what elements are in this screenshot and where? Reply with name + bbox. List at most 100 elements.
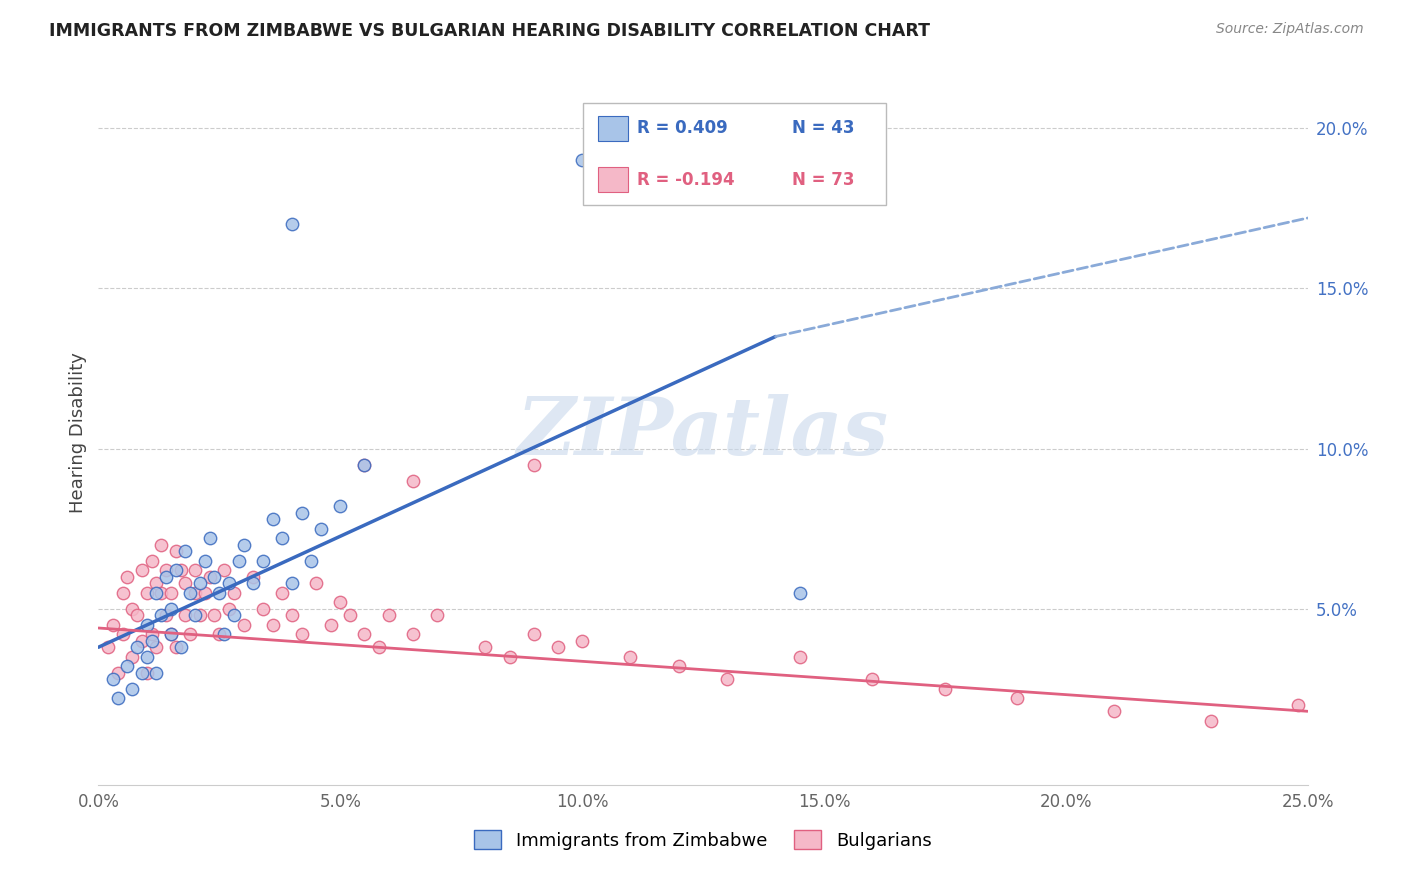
Text: N = 43: N = 43 bbox=[792, 120, 853, 137]
Point bbox=[184, 586, 207, 600]
Point bbox=[789, 649, 811, 664]
Point bbox=[135, 617, 157, 632]
Point bbox=[135, 649, 157, 664]
Point bbox=[135, 665, 157, 680]
Point bbox=[174, 576, 197, 591]
Text: Source: ZipAtlas.com: Source: ZipAtlas.com bbox=[1216, 22, 1364, 37]
Point bbox=[179, 627, 201, 641]
Point bbox=[169, 640, 191, 655]
Point bbox=[194, 586, 217, 600]
Point bbox=[262, 617, 284, 632]
Point bbox=[571, 633, 593, 648]
Point bbox=[523, 627, 546, 641]
Point bbox=[208, 586, 231, 600]
Point bbox=[228, 554, 250, 568]
Point bbox=[329, 500, 352, 514]
Point bbox=[619, 649, 641, 664]
Point bbox=[160, 627, 183, 641]
Point bbox=[169, 563, 191, 577]
Point bbox=[474, 640, 496, 655]
Point bbox=[145, 665, 167, 680]
Point bbox=[174, 608, 197, 623]
Point bbox=[204, 608, 226, 623]
Point bbox=[179, 586, 201, 600]
Point bbox=[150, 538, 173, 552]
Text: N = 73: N = 73 bbox=[792, 170, 853, 188]
Point bbox=[101, 673, 124, 687]
Point bbox=[353, 627, 375, 641]
Point bbox=[1007, 691, 1029, 706]
Point bbox=[184, 608, 207, 623]
Point bbox=[131, 563, 153, 577]
Point bbox=[141, 627, 163, 641]
Point bbox=[160, 601, 183, 615]
Point bbox=[353, 458, 375, 472]
Point bbox=[523, 458, 546, 472]
Point bbox=[222, 608, 245, 623]
Point bbox=[127, 608, 149, 623]
Y-axis label: Hearing Disability: Hearing Disability bbox=[69, 352, 87, 513]
Point bbox=[135, 586, 157, 600]
Text: R = 0.409: R = 0.409 bbox=[637, 120, 728, 137]
Point bbox=[329, 595, 352, 609]
Point bbox=[218, 576, 240, 591]
Point bbox=[402, 474, 425, 488]
Point bbox=[668, 659, 690, 673]
Point bbox=[155, 570, 177, 584]
Point bbox=[160, 586, 183, 600]
Point bbox=[212, 563, 235, 577]
Point bbox=[212, 627, 235, 641]
Point bbox=[789, 586, 811, 600]
Point bbox=[150, 586, 173, 600]
Point bbox=[145, 586, 167, 600]
Point bbox=[353, 458, 375, 472]
Point bbox=[121, 681, 143, 696]
Point bbox=[107, 691, 129, 706]
Point bbox=[117, 659, 139, 673]
Point bbox=[281, 576, 304, 591]
Point bbox=[232, 538, 254, 552]
Point bbox=[131, 633, 153, 648]
Point bbox=[160, 627, 183, 641]
Text: ZIPatlas: ZIPatlas bbox=[517, 394, 889, 471]
Point bbox=[716, 673, 738, 687]
Point bbox=[571, 153, 593, 168]
Point bbox=[547, 640, 569, 655]
Point bbox=[141, 633, 163, 648]
Point bbox=[860, 673, 883, 687]
Point bbox=[339, 608, 361, 623]
Point bbox=[208, 627, 231, 641]
Point bbox=[319, 617, 342, 632]
Point bbox=[165, 640, 187, 655]
Point bbox=[309, 522, 332, 536]
Point bbox=[368, 640, 391, 655]
Point bbox=[165, 563, 187, 577]
Point bbox=[498, 649, 520, 664]
Point bbox=[271, 586, 294, 600]
Point bbox=[188, 576, 211, 591]
Point bbox=[218, 601, 240, 615]
Point bbox=[101, 617, 124, 632]
Point bbox=[165, 544, 187, 558]
Point bbox=[934, 681, 956, 696]
Point bbox=[145, 576, 167, 591]
Point bbox=[188, 608, 211, 623]
Point bbox=[377, 608, 399, 623]
Text: IMMIGRANTS FROM ZIMBABWE VS BULGARIAN HEARING DISABILITY CORRELATION CHART: IMMIGRANTS FROM ZIMBABWE VS BULGARIAN HE… bbox=[49, 22, 931, 40]
Point bbox=[121, 601, 143, 615]
Point bbox=[290, 506, 312, 520]
Point bbox=[281, 218, 304, 232]
Point bbox=[1286, 698, 1309, 712]
Point bbox=[242, 576, 264, 591]
Point bbox=[184, 563, 207, 577]
Legend: Immigrants from Zimbabwe, Bulgarians: Immigrants from Zimbabwe, Bulgarians bbox=[467, 823, 939, 857]
Text: R = -0.194: R = -0.194 bbox=[637, 170, 734, 188]
Point bbox=[271, 532, 294, 546]
Point bbox=[204, 570, 226, 584]
Point bbox=[121, 649, 143, 664]
Point bbox=[198, 570, 221, 584]
Point bbox=[111, 586, 134, 600]
Point bbox=[97, 640, 120, 655]
Point bbox=[305, 576, 328, 591]
Point bbox=[141, 554, 163, 568]
